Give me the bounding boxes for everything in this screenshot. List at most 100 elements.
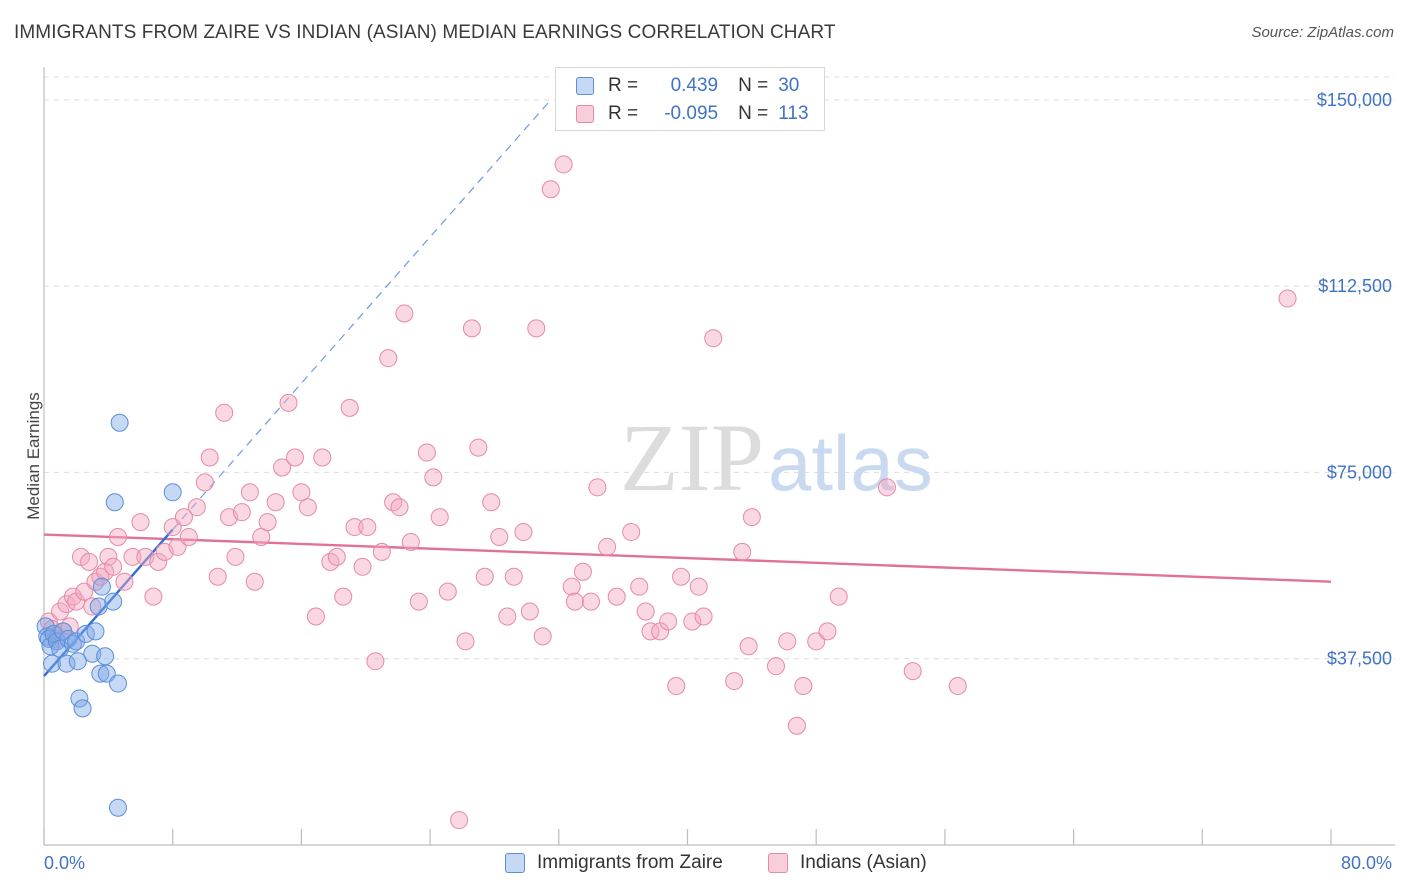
source-label: Source: ZipAtlas.com: [1251, 24, 1394, 41]
grid-lines: [44, 76, 1395, 660]
legend-r-label-2: R =: [608, 103, 639, 124]
data-point-indian: [527, 319, 546, 338]
data-point-zaire: [86, 622, 105, 641]
data-point-indian: [379, 349, 398, 368]
trend-lines: [43, 99, 1332, 677]
trend-line-zaire-extension: [172, 99, 552, 530]
data-point-indian: [475, 567, 494, 586]
legend-r-label: R =: [608, 75, 639, 96]
data-point-indian: [123, 547, 142, 566]
axes: [43, 67, 1395, 846]
data-point-indian: [667, 677, 686, 696]
data-point-indian: [588, 478, 607, 497]
data-point-indian: [306, 607, 325, 626]
data-point-indian: [766, 657, 785, 676]
data-point-indian: [424, 468, 443, 487]
data-point-indian: [630, 577, 649, 596]
data-point-indian: [195, 473, 214, 492]
data-point-indian: [366, 652, 385, 671]
data-point-zaire: [63, 634, 82, 653]
data-point-indian: [1278, 289, 1297, 308]
data-point-zaire: [104, 592, 123, 611]
data-point-indian: [163, 518, 182, 537]
data-point-indian: [659, 612, 678, 631]
bottom-legend-label-indian: Indians (Asian): [800, 852, 927, 873]
data-point-indian: [807, 632, 826, 651]
data-point-zaire: [92, 577, 111, 596]
x-tick-label: 0.0%: [44, 853, 85, 873]
data-point-indian: [353, 557, 372, 576]
legend-row-indian: R = -0.095 N = 113: [576, 101, 809, 127]
data-point-indian: [232, 503, 251, 522]
data-point-indian: [636, 602, 655, 621]
data-point-zaire: [73, 699, 92, 718]
data-point-zaire: [97, 664, 116, 683]
data-point-indian: [689, 577, 708, 596]
y-tick-label: $112,500: [1318, 276, 1392, 296]
bottom-legend-swatch-zaire: [505, 853, 525, 873]
data-point-indian: [292, 483, 311, 502]
data-point-indian: [641, 622, 660, 641]
data-point-indian: [818, 622, 837, 641]
data-point-indian: [573, 562, 592, 581]
bottom-legend-label-zaire: Immigrants from Zaire: [537, 852, 723, 873]
data-point-indian: [903, 662, 922, 681]
data-point-zaire: [109, 674, 128, 693]
y-tick-label: $75,000: [1327, 462, 1392, 482]
data-point-indian: [75, 582, 94, 601]
data-point-zaire: [43, 654, 62, 673]
data-point-indian: [733, 542, 752, 561]
data-point-indian: [877, 478, 896, 497]
watermark: ZIPatlas: [620, 404, 933, 511]
data-point-indian: [51, 602, 70, 621]
data-point-zaire: [57, 654, 76, 673]
data-point-indian: [672, 567, 691, 586]
data-point-indian: [109, 528, 128, 546]
data-point-indian: [240, 483, 259, 502]
legend-n-value-indian: 113: [778, 103, 809, 124]
data-point-indian: [598, 537, 617, 556]
data-point-indian: [694, 607, 713, 626]
data-point-indian: [742, 508, 761, 527]
chart-title: IMMIGRANTS FROM ZAIRE VS INDIAN (ASIAN) …: [14, 22, 836, 43]
data-point-indian: [115, 572, 134, 591]
data-point-indian: [581, 592, 600, 611]
data-point-indian: [226, 547, 245, 566]
data-point-indian: [725, 672, 744, 691]
data-point-indian: [520, 602, 539, 621]
data-point-indian: [409, 592, 428, 611]
data-point-indian: [279, 393, 298, 412]
data-point-indian: [200, 448, 219, 467]
data-point-indian: [430, 508, 449, 527]
data-point-indian: [63, 587, 82, 606]
data-point-zaire: [163, 483, 182, 502]
data-point-indian: [565, 592, 584, 611]
data-point-indian: [622, 523, 641, 542]
legend-swatch-indian: [576, 105, 594, 123]
y-tick-label: $37,500: [1327, 649, 1392, 669]
data-point-indian: [187, 498, 206, 517]
data-point-zaire: [91, 664, 110, 683]
data-point-indian: [498, 607, 517, 626]
data-point-indian: [778, 632, 797, 651]
legend-swatch-zaire: [576, 77, 594, 95]
data-point-indian: [313, 448, 332, 467]
data-point-indian: [482, 493, 501, 512]
bottom-legend-zaire: Immigrants from Zaire: [505, 852, 723, 874]
bottom-legend-swatch-indian: [768, 853, 788, 873]
x-tick-label: 80.0%: [1341, 853, 1392, 873]
data-point-zaire: [68, 652, 87, 671]
trend-line-zaire: [43, 528, 174, 677]
data-point-indian: [327, 547, 346, 566]
data-point-zaire: [109, 798, 128, 817]
data-point-zaire: [89, 597, 108, 616]
data-point-zaire: [70, 689, 89, 708]
data-point-indian: [83, 597, 102, 616]
data-point-indian: [562, 577, 581, 596]
data-point-indian: [340, 398, 359, 417]
data-point-indian: [345, 518, 364, 537]
data-point-zaire: [110, 413, 129, 432]
data-point-indian: [948, 677, 967, 696]
data-point-indian: [273, 458, 292, 477]
